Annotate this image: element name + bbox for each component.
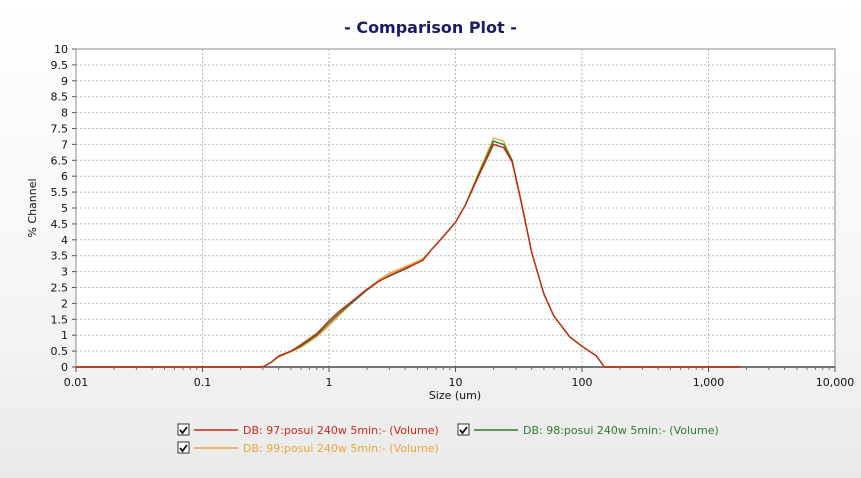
y-tick-label: 7 bbox=[61, 138, 68, 151]
y-tick-label: 3 bbox=[61, 266, 68, 279]
legend-item-3[interactable]: DB: 99:posui 240w 5min:- (Volume) bbox=[177, 441, 439, 455]
y-tick-label: 2 bbox=[61, 297, 68, 310]
x-tick-label: 10,000 bbox=[816, 376, 855, 389]
legend-checkbox[interactable] bbox=[177, 423, 190, 436]
y-tick-label: 8 bbox=[61, 107, 68, 120]
y-tick-label: 5 bbox=[61, 202, 68, 215]
y-tick-label: 6 bbox=[61, 170, 68, 183]
y-axis-ticks: 0 0.5 1 1.5 2 2.5 3 3.5 4 4.5 5 5.5 6 6.5 7 7.5 8 8.5 9 9.5… bbox=[51, 43, 76, 374]
y-tick-label: 4.5 bbox=[51, 218, 69, 231]
y-tick-label: 6.5 bbox=[51, 154, 69, 167]
legend-item-1[interactable]: DB: 97:posui 240w 5min:- (Volume) bbox=[177, 423, 439, 437]
y-tick-label: 7.5 bbox=[51, 123, 69, 136]
x-tick-label: 0.01 bbox=[64, 376, 89, 389]
y-tick-label: 9.5 bbox=[51, 59, 69, 72]
checkmark-icon bbox=[179, 426, 188, 435]
y-tick-label: 10 bbox=[54, 43, 68, 56]
x-tick-label: 1 bbox=[326, 376, 333, 389]
checkmark-icon bbox=[179, 444, 188, 453]
y-axis-label: % Channel bbox=[26, 178, 39, 237]
y-tick-label: 2.5 bbox=[51, 282, 69, 295]
x-tick-label: 1,000 bbox=[693, 376, 725, 389]
y-tick-label: 5.5 bbox=[51, 186, 69, 199]
x-tick-label: 10 bbox=[449, 376, 463, 389]
series-line-1 bbox=[76, 143, 741, 368]
x-axis-ticks: 0.01 0.1 1 10 100 1,000 10,000 bbox=[64, 367, 855, 389]
checkmark-icon bbox=[459, 426, 468, 435]
chart-title: - Comparison Plot - bbox=[344, 18, 517, 37]
y-tick-label: 4 bbox=[61, 234, 68, 247]
legend-label: DB: 99:posui 240w 5min:- (Volume) bbox=[243, 442, 439, 455]
legend: DB: 97:posui 240w 5min:- (Volume) DB: 98:… bbox=[177, 423, 719, 455]
series-layer bbox=[76, 137, 741, 368]
legend-label: DB: 97:posui 240w 5min:- (Volume) bbox=[243, 424, 439, 437]
y-tick-label: 9 bbox=[61, 75, 68, 88]
legend-checkbox[interactable] bbox=[177, 441, 190, 454]
x-axis-label: Size (um) bbox=[429, 389, 481, 402]
legend-label: DB: 98:posui 240w 5min:- (Volume) bbox=[523, 424, 719, 437]
x-tick-label: 0.1 bbox=[194, 376, 212, 389]
y-tick-label: 8.5 bbox=[51, 91, 69, 104]
y-tick-label: 3.5 bbox=[51, 250, 69, 263]
y-tick-label: 1 bbox=[61, 329, 68, 342]
y-tick-label: 0.5 bbox=[51, 345, 69, 358]
legend-checkbox[interactable] bbox=[457, 423, 470, 436]
y-tick-label: 0 bbox=[61, 361, 68, 374]
x-tick-label: 100 bbox=[572, 376, 593, 389]
y-tick-label: 1.5 bbox=[51, 313, 69, 326]
legend-item-2[interactable]: DB: 98:posui 240w 5min:- (Volume) bbox=[457, 423, 719, 437]
